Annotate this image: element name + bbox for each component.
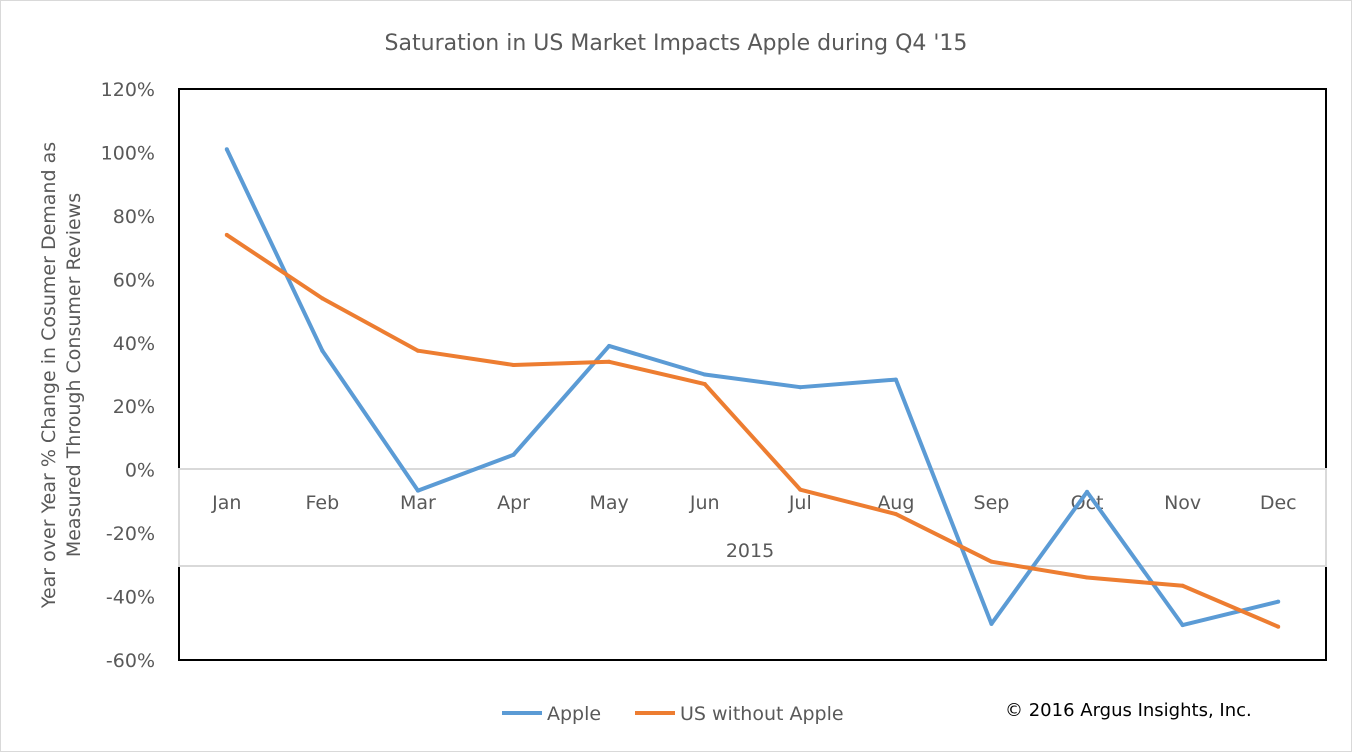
x-tick-label: Dec	[1260, 492, 1297, 514]
x-tick-label: Jun	[689, 492, 720, 514]
data-point	[893, 377, 898, 382]
data-point	[702, 382, 707, 387]
series-line-us-without-apple	[225, 233, 1279, 629]
data-point	[320, 296, 325, 301]
data-point	[320, 348, 325, 353]
y-tick-label: 120%	[101, 79, 155, 101]
x-tick-label: Jul	[788, 492, 812, 514]
data-point	[1180, 623, 1185, 628]
data-point	[511, 362, 516, 367]
x-axis: Jan Feb Mar Apr May Jun Jul Aug Sep Oct Nov Dec	[211, 492, 1296, 514]
data-point	[1085, 489, 1090, 494]
legend-label-apple: Apple	[547, 703, 601, 725]
x-tick-label: May	[589, 492, 628, 514]
legend: Apple US without Apple	[502, 703, 844, 725]
y-tick-label: 60%	[113, 269, 155, 291]
x-tick-label: Aug	[877, 492, 914, 514]
data-point	[989, 621, 994, 626]
x-tick-label: Oct	[1071, 492, 1104, 514]
x-tick-label: Mar	[400, 492, 436, 514]
y-axis-label-line-1: Year over Year % Change in Cosumer Deman…	[38, 142, 60, 609]
y-tick-label: 80%	[113, 206, 155, 228]
y-tick-label: -40%	[106, 587, 155, 609]
data-point	[1276, 599, 1281, 604]
y-tick-label: 0%	[125, 460, 155, 482]
plot-border-path	[178, 88, 1327, 661]
data-point	[798, 385, 803, 390]
y-tick-label: 100%	[101, 142, 155, 164]
y-axis-label-line-2: Measured Through Consumer Reviews	[63, 193, 85, 557]
data-point	[1180, 583, 1185, 588]
plot-border	[178, 88, 1327, 661]
data-point	[224, 232, 229, 237]
data-point	[798, 487, 803, 492]
y-tick-label: -60%	[106, 650, 155, 672]
data-point	[1085, 575, 1090, 580]
data-point	[607, 343, 612, 348]
data-point	[511, 452, 516, 457]
legend-label-us: US without Apple	[680, 703, 844, 725]
series-lines	[224, 147, 1281, 629]
chart-title: Saturation in US Market Impacts Apple du…	[385, 31, 968, 56]
copyright: © 2016 Argus Insights, Inc.	[1005, 700, 1252, 721]
x-tick-label: Nov	[1164, 492, 1201, 514]
data-point	[415, 488, 420, 493]
x-axis-label: 2015	[726, 540, 774, 562]
data-point	[989, 559, 994, 564]
data-point	[415, 348, 420, 353]
y-axis: -60% -40% -20% 0% 20% 40% 60% 80% 100% 120%	[101, 79, 155, 672]
series-line-apple	[224, 148, 1279, 628]
x-tick-label: Feb	[306, 492, 340, 514]
y-tick-label: -20%	[106, 523, 155, 545]
y-tick-label: 40%	[113, 333, 155, 355]
x-tick-label: Apr	[497, 492, 530, 514]
y-tick-label: 20%	[113, 396, 155, 418]
category-axis-box	[178, 468, 1327, 567]
data-point	[1276, 624, 1281, 629]
x-tick-label: Jan	[211, 492, 241, 514]
data-point	[224, 147, 229, 152]
data-point	[893, 512, 898, 517]
data-point	[607, 359, 612, 364]
y-axis-label: Year over Year % Change in Cosumer Deman…	[38, 142, 85, 609]
data-point	[702, 372, 707, 377]
x-tick-label: Sep	[974, 492, 1010, 514]
